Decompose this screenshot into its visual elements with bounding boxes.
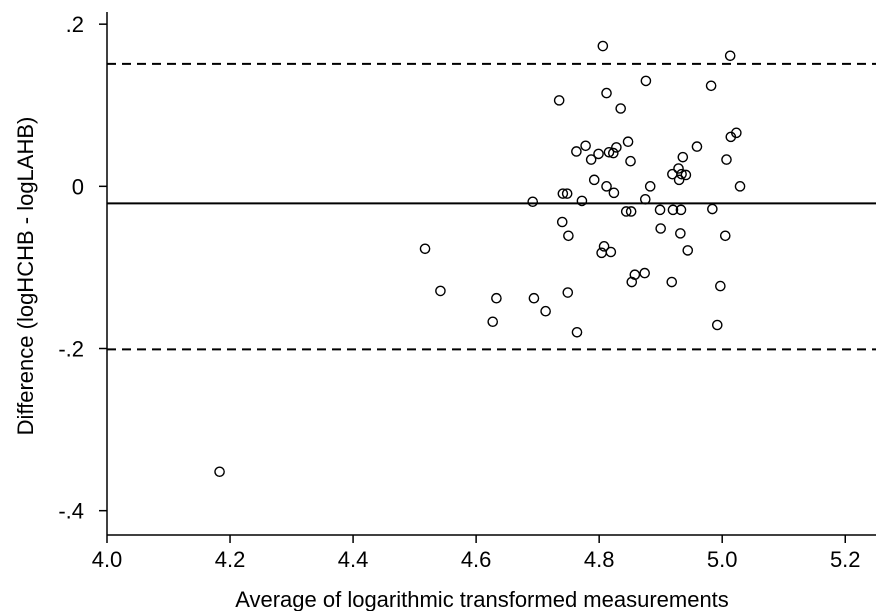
data-point [625, 155, 636, 167]
plot-area [107, 40, 876, 478]
data-point [622, 136, 634, 148]
data-point [721, 154, 732, 165]
data-point [597, 40, 609, 52]
data-point [562, 287, 574, 298]
data-point [588, 174, 600, 186]
y-axis-title: Difference (logHCHB - logLAHB) [13, 117, 38, 436]
data-point [626, 276, 638, 288]
data-point [629, 269, 641, 281]
x-tick-label: 5.0 [707, 547, 738, 572]
data-point [707, 203, 718, 215]
data-point [724, 50, 736, 62]
data-point [620, 206, 632, 217]
data-point [677, 151, 689, 163]
data-point [691, 141, 703, 152]
x-tick-label: 4.0 [92, 547, 123, 572]
data-point [675, 228, 686, 239]
data-point [654, 204, 666, 216]
data-point [655, 223, 666, 234]
data-point [561, 188, 573, 199]
data-point [676, 168, 687, 180]
data-point [680, 169, 692, 181]
axes: Average of logarithmic transformed measu… [13, 12, 876, 612]
y-tick-label: -.4 [58, 499, 84, 524]
data-point [593, 148, 604, 160]
data-point [571, 146, 582, 157]
x-tick-label: 5.2 [830, 547, 861, 572]
data-point [673, 174, 685, 186]
y-tick-label: .2 [66, 12, 84, 37]
data-point [611, 142, 622, 153]
data-point [605, 246, 617, 258]
x-tick-label: 4.8 [584, 547, 615, 572]
x-tick-label: 4.2 [215, 547, 246, 572]
data-point [540, 305, 551, 317]
y-tick-label: 0 [72, 174, 84, 199]
data-point [487, 316, 499, 328]
data-point [711, 319, 723, 331]
y-tick-label: -.2 [58, 337, 84, 362]
x-tick-label: 4.4 [338, 547, 369, 572]
data-point [528, 292, 540, 304]
data-point [214, 466, 225, 478]
data-point [705, 80, 717, 92]
data-point [734, 181, 746, 192]
x-tick-label: 4.6 [461, 547, 492, 572]
data-point [601, 87, 612, 99]
data-point [598, 241, 610, 252]
data-point [675, 204, 687, 216]
data-point [580, 140, 591, 152]
data-point [639, 267, 650, 279]
data-point [625, 206, 637, 217]
data-point [527, 196, 539, 208]
data-point [640, 75, 652, 87]
data-point [601, 181, 612, 192]
data-point [731, 127, 742, 139]
data-point [673, 163, 684, 174]
data-point [576, 195, 588, 207]
data-point [640, 194, 651, 205]
data-point [491, 292, 502, 304]
data-point [682, 245, 694, 256]
data-point [715, 280, 726, 292]
data-point [435, 285, 446, 297]
data-point [608, 187, 620, 199]
data-point [666, 276, 678, 288]
data-point [719, 230, 731, 242]
data-point [644, 181, 656, 192]
x-axis-title: Average of logarithmic transformed measu… [235, 587, 729, 611]
data-point [571, 326, 583, 338]
data-point [419, 243, 431, 255]
data-point [615, 103, 626, 114]
data-point [603, 146, 615, 158]
data-point [556, 216, 568, 228]
data-point [667, 204, 679, 216]
data-point [563, 230, 574, 242]
data-point [608, 147, 619, 159]
data-point [585, 154, 597, 165]
data-point [553, 95, 565, 106]
data-point [557, 188, 569, 199]
